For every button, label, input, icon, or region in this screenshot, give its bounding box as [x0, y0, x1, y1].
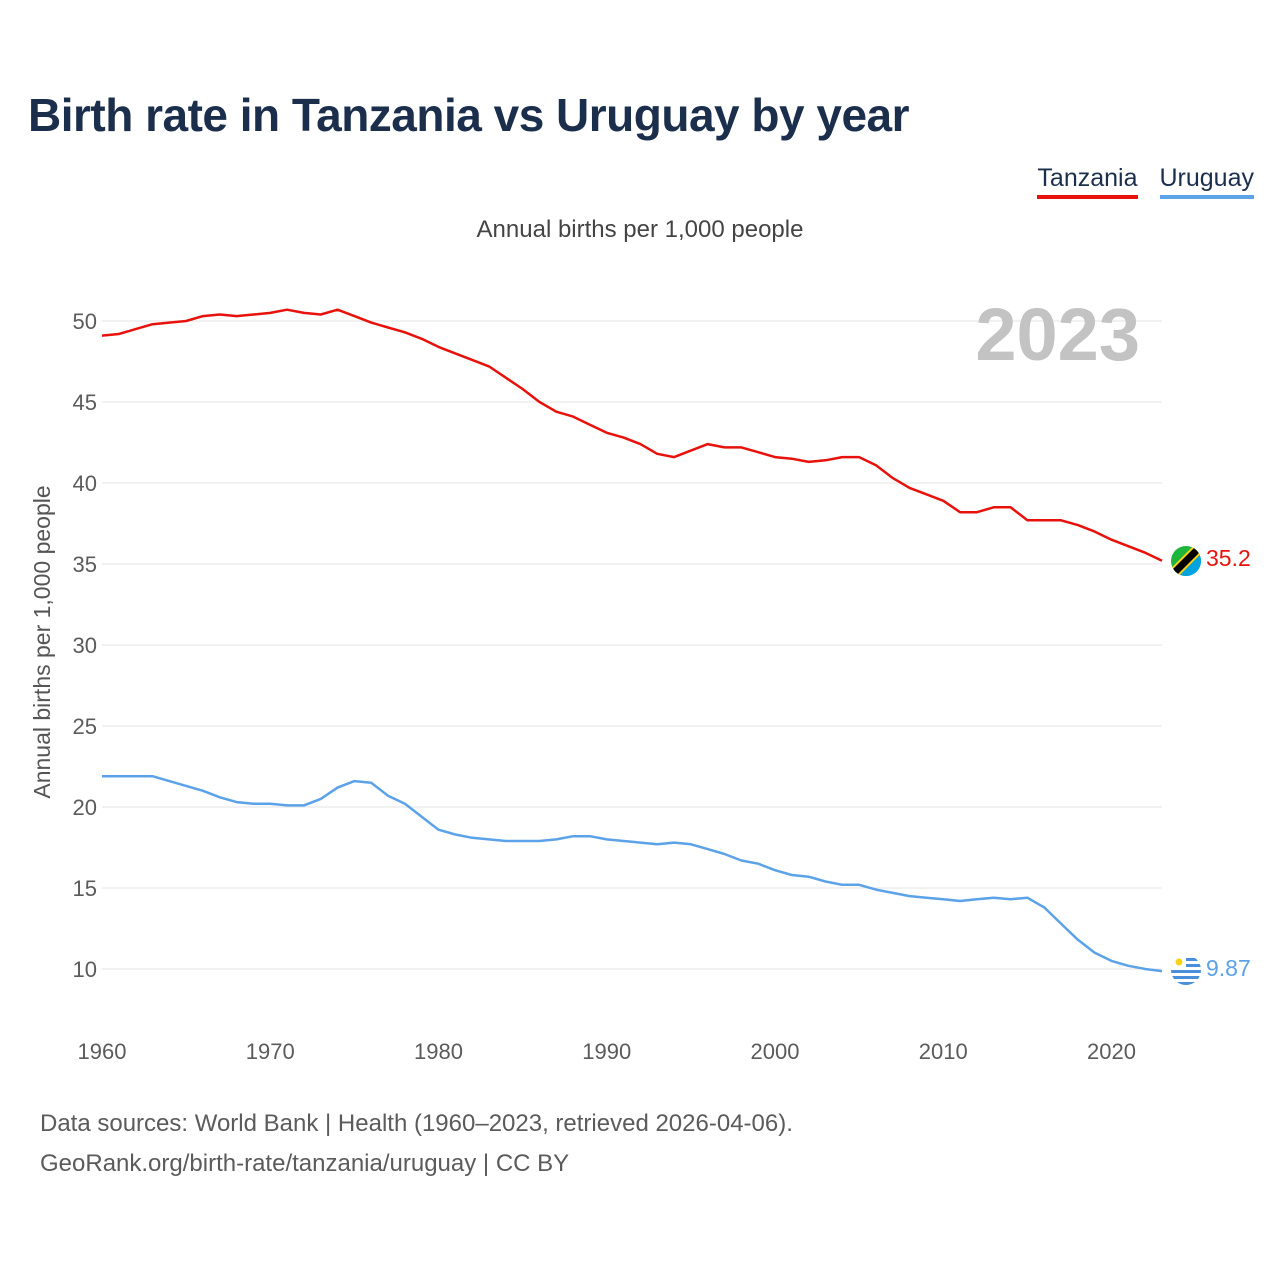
- y-axis-label: Annual births per 1,000 people: [29, 485, 55, 798]
- y-tick-label: 50: [73, 309, 97, 334]
- uruguay-end-value: 9.87: [1206, 955, 1251, 981]
- series-line-uruguay[interactable]: [102, 774, 1163, 973]
- tanzania-flag-icon: [1171, 546, 1201, 576]
- attribution-text: GeoRank.org/birth-rate/tanzania/uruguay …: [40, 1150, 570, 1177]
- series-line-tanzania[interactable]: [101, 308, 1163, 562]
- y-tick-label: 15: [73, 876, 97, 901]
- grid-lines: [102, 320, 1162, 970]
- legend: Tanzania Uruguay: [1037, 164, 1254, 199]
- x-tick-label: 2000: [751, 1039, 800, 1064]
- x-tick-label: 1960: [78, 1039, 127, 1064]
- legend-item-tanzania[interactable]: Tanzania: [1037, 164, 1138, 199]
- x-tick-label: 1990: [582, 1039, 631, 1064]
- uruguay-flag-icon: [1171, 955, 1201, 985]
- footer: Data sources: World Bank | Health (1960–…: [40, 1104, 793, 1184]
- y-tick-label: 25: [73, 714, 97, 739]
- x-axis-ticks: 1960 1970 1980 1990 2000 2010 2020: [78, 1039, 1136, 1064]
- y-tick-label: 45: [73, 390, 97, 415]
- y-tick-label: 35: [73, 552, 97, 577]
- y-axis-ticks: 10 15 20 25 30 35 40 45 50: [73, 309, 97, 982]
- data-source-text: Data sources: World Bank | Health (1960–…: [40, 1110, 793, 1137]
- y-tick-label: 40: [73, 471, 97, 496]
- y-tick-label: 10: [73, 957, 97, 982]
- y-tick-label: 20: [73, 795, 97, 820]
- current-year-label: 2023: [975, 293, 1140, 376]
- line-chart: 10 15 20 25 30 35 40 45 50 1960 1970 1980 1990 2000 2…: [29, 293, 1251, 1064]
- chart-subtitle: Annual births per 1,000 people: [476, 216, 804, 243]
- chart-title: Birth rate in Tanzania vs Uruguay by yea…: [28, 89, 910, 141]
- x-tick-label: 2010: [919, 1039, 968, 1064]
- x-tick-label: 2020: [1087, 1039, 1136, 1064]
- tanzania-end-value: 35.2: [1206, 545, 1251, 571]
- y-tick-label: 30: [73, 633, 97, 658]
- x-tick-label: 1980: [414, 1039, 463, 1064]
- legend-item-uruguay[interactable]: Uruguay: [1159, 164, 1254, 199]
- x-tick-label: 1970: [246, 1039, 295, 1064]
